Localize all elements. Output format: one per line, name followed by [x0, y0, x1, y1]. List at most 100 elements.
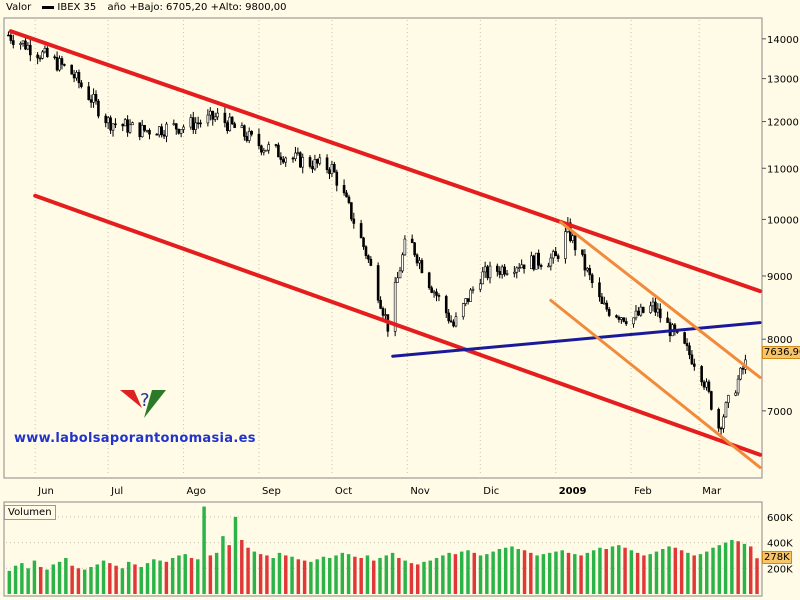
candle-body — [702, 381, 706, 388]
candle-body — [245, 136, 249, 141]
candle-body — [615, 315, 618, 318]
candle-body — [505, 273, 509, 275]
candle-body — [637, 310, 640, 316]
candle-body — [685, 343, 689, 347]
candle-body — [401, 254, 404, 272]
volume-bar — [183, 554, 187, 594]
candle-body — [226, 122, 229, 131]
candle-body — [347, 196, 351, 203]
candle-body — [381, 308, 385, 316]
volume-bar — [541, 554, 546, 594]
volume-bar — [265, 555, 269, 594]
candle-body — [449, 320, 453, 323]
candle-body — [668, 322, 672, 337]
volume-bar — [378, 558, 382, 594]
candle-body — [308, 157, 312, 167]
volume-bar — [202, 506, 206, 594]
volume-bar — [673, 547, 678, 594]
volume-bar — [346, 554, 351, 594]
y-tick-label: 14000 — [767, 35, 799, 46]
volume-bar — [133, 564, 137, 594]
chart-header: Valor IBEX 35 año +Bajo: 6705,20 +Alto: … — [6, 2, 295, 13]
volume-bar — [755, 558, 759, 594]
candle-body — [471, 288, 475, 291]
volume-bar — [76, 568, 81, 594]
candle-body — [247, 131, 251, 141]
candle-body — [707, 381, 711, 392]
volume-bar — [340, 552, 345, 594]
header-range: año +Bajo: 6705,20 +Alto: 9800,00 — [107, 2, 287, 13]
candle-body — [174, 123, 178, 130]
candle-body — [622, 317, 626, 322]
volume-bar — [654, 551, 659, 594]
last-volume-tag: 278K — [762, 551, 792, 564]
volume-bar — [667, 546, 671, 594]
candle-body — [741, 367, 745, 370]
candle-body — [106, 117, 110, 124]
volume-bar — [535, 555, 539, 594]
volume-bar — [271, 558, 275, 594]
candle-body — [53, 56, 56, 59]
volume-bar — [353, 556, 357, 594]
candle-body — [656, 308, 660, 313]
volume-bar — [13, 565, 18, 594]
candle-body — [432, 291, 436, 294]
candle-body — [420, 260, 424, 274]
candle-body — [138, 122, 142, 138]
candle-body — [80, 82, 83, 87]
volume-bar — [101, 560, 106, 594]
volume-bar — [749, 546, 753, 594]
volume-bar — [459, 551, 464, 594]
candle-body — [89, 99, 93, 103]
candle-body — [530, 255, 533, 270]
x-tick-label: Mar — [702, 486, 722, 497]
candle-body — [345, 192, 348, 198]
candle-body — [313, 159, 317, 170]
candle-body — [194, 122, 198, 130]
candle-body — [639, 306, 643, 316]
logo-mark: ? — [140, 390, 150, 411]
volume-bar — [296, 559, 301, 594]
candle-body — [267, 144, 270, 151]
candle-body — [121, 123, 125, 127]
volume-bar — [554, 551, 558, 594]
volume-bar — [290, 556, 294, 594]
candle-body — [21, 40, 25, 44]
volume-bar — [384, 555, 389, 594]
candle-body — [571, 235, 575, 241]
volume-bar — [447, 552, 451, 594]
candle-body — [430, 287, 433, 293]
candle-body — [734, 392, 737, 396]
candle-body — [700, 366, 703, 383]
volume-bar — [453, 554, 458, 594]
candle-body — [311, 166, 314, 170]
candle-body — [590, 274, 594, 284]
x-tick-label: Sep — [262, 486, 281, 497]
volume-bar — [623, 547, 627, 594]
volume-bar — [70, 565, 74, 594]
candle-body — [415, 254, 419, 264]
candle-body — [157, 126, 161, 136]
x-tick-label: Ago — [187, 486, 206, 497]
candle-body — [223, 112, 227, 124]
volume-bar — [516, 549, 520, 594]
volume-bar — [560, 550, 564, 594]
candle-body — [182, 126, 185, 130]
candle-body — [189, 117, 193, 128]
candle-body — [46, 48, 49, 58]
candle-body — [294, 152, 297, 160]
candle-body — [165, 123, 168, 137]
y-tick-label: 7000 — [767, 407, 792, 418]
candle-body — [722, 416, 725, 429]
volume-bar — [227, 545, 231, 594]
y-tick-label: 11000 — [767, 164, 799, 175]
candle-body — [522, 264, 526, 270]
volume-bar — [610, 546, 615, 594]
candle-body — [7, 34, 10, 37]
candle-body — [216, 112, 219, 118]
volume-bar — [233, 516, 238, 594]
volume-bar — [390, 552, 395, 594]
volume-bar — [415, 564, 420, 594]
candle-body — [162, 134, 166, 137]
volume-bar — [315, 559, 319, 594]
